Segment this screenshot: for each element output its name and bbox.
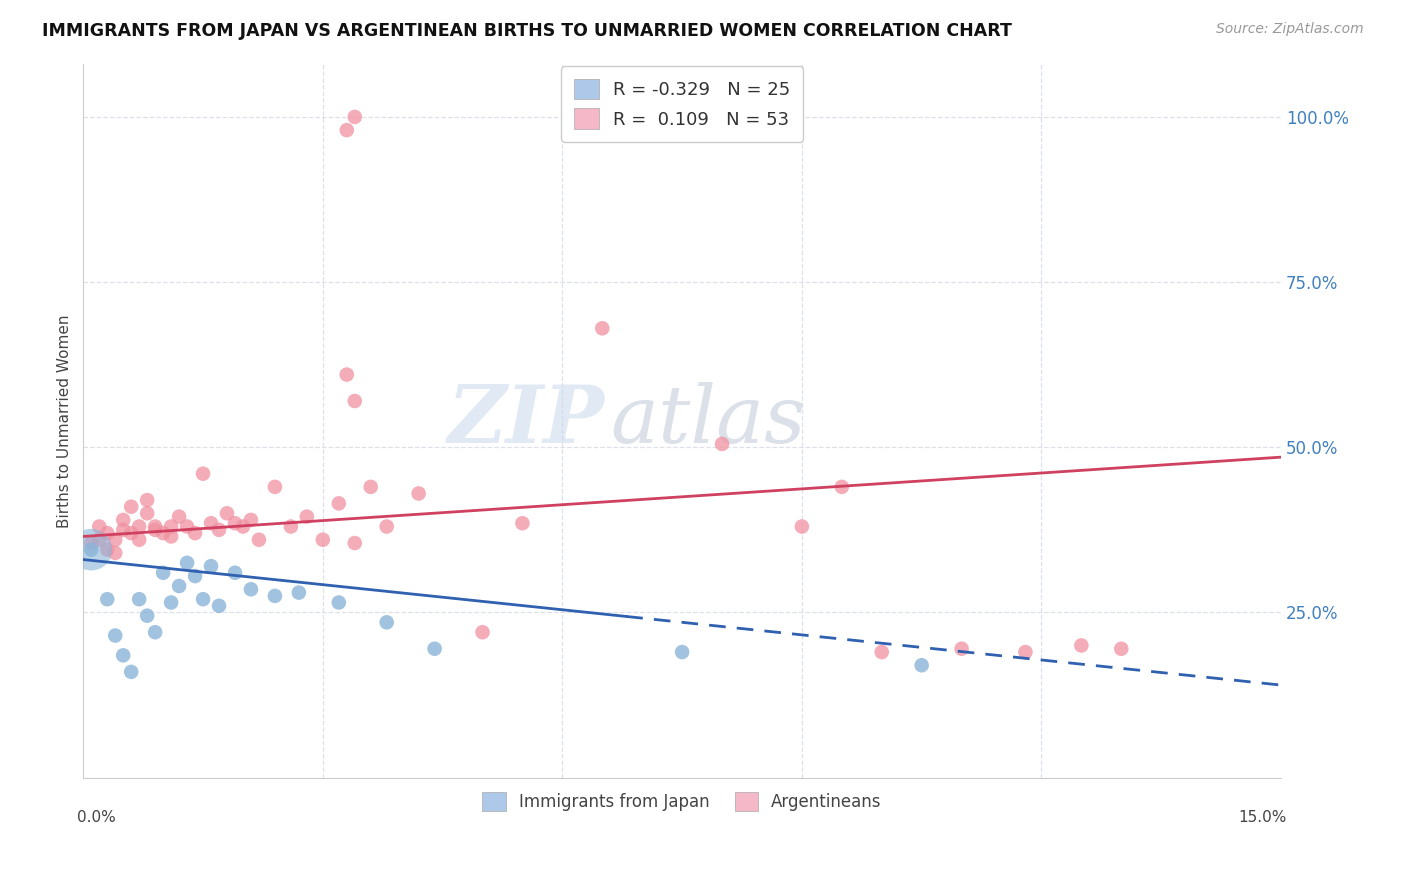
Point: [176, 556, 198, 570]
Y-axis label: Births to Unmarried Women: Births to Unmarried Women: [58, 314, 72, 527]
Point: [328, 496, 350, 510]
Point: [408, 486, 430, 500]
Point: [375, 615, 398, 630]
Point: [224, 566, 246, 580]
Point: [136, 608, 159, 623]
Point: [96, 592, 118, 607]
Text: Source: ZipAtlas.com: Source: ZipAtlas.com: [1216, 22, 1364, 37]
Point: [1014, 645, 1036, 659]
Point: [104, 628, 127, 642]
Point: [191, 467, 214, 481]
Point: [911, 658, 934, 673]
Point: [343, 394, 366, 409]
Point: [264, 589, 287, 603]
Point: [328, 595, 350, 609]
Point: [280, 519, 302, 533]
Point: [143, 523, 166, 537]
Point: [870, 645, 893, 659]
Point: [471, 625, 494, 640]
Point: [232, 519, 254, 533]
Point: [200, 516, 222, 531]
Point: [184, 569, 207, 583]
Point: [288, 585, 311, 599]
Point: [950, 641, 973, 656]
Text: 0.0%: 0.0%: [77, 810, 117, 825]
Point: [176, 519, 198, 533]
Point: [184, 526, 207, 541]
Point: [312, 533, 335, 547]
Point: [375, 519, 398, 533]
Point: [89, 533, 111, 547]
Point: [711, 437, 734, 451]
Point: [360, 480, 382, 494]
Point: [671, 645, 693, 659]
Point: [136, 506, 159, 520]
Point: [591, 321, 613, 335]
Point: [295, 509, 318, 524]
Point: [1109, 641, 1132, 656]
Point: [80, 542, 103, 557]
Point: [336, 123, 359, 137]
Point: [512, 516, 534, 531]
Point: [104, 533, 127, 547]
Point: [208, 599, 231, 613]
Point: [208, 523, 231, 537]
Point: [136, 493, 159, 508]
Point: [167, 579, 190, 593]
Point: [160, 529, 183, 543]
Point: [112, 513, 135, 527]
Point: [96, 542, 118, 557]
Point: [343, 536, 366, 550]
Point: [152, 526, 174, 541]
Point: [423, 641, 446, 656]
Point: [120, 500, 142, 514]
Point: [224, 516, 246, 531]
Text: ZIP: ZIP: [447, 382, 605, 459]
Point: [343, 110, 366, 124]
Point: [160, 519, 183, 533]
Point: [167, 509, 190, 524]
Point: [80, 542, 103, 557]
Point: [336, 368, 359, 382]
Text: 15.0%: 15.0%: [1239, 810, 1286, 825]
Point: [96, 526, 118, 541]
Point: [1070, 639, 1092, 653]
Point: [160, 595, 183, 609]
Point: [112, 523, 135, 537]
Point: [831, 480, 853, 494]
Point: [128, 519, 150, 533]
Point: [790, 519, 813, 533]
Point: [128, 592, 150, 607]
Text: atlas: atlas: [610, 382, 806, 459]
Legend: Immigrants from Japan, Argentineans: Immigrants from Japan, Argentineans: [474, 783, 890, 819]
Text: IMMIGRANTS FROM JAPAN VS ARGENTINEAN BIRTHS TO UNMARRIED WOMEN CORRELATION CHART: IMMIGRANTS FROM JAPAN VS ARGENTINEAN BIR…: [42, 22, 1012, 40]
Point: [128, 533, 150, 547]
Point: [120, 665, 142, 679]
Point: [80, 536, 103, 550]
Point: [239, 513, 262, 527]
Point: [120, 526, 142, 541]
Point: [104, 546, 127, 560]
Point: [191, 592, 214, 607]
Point: [264, 480, 287, 494]
Point: [143, 625, 166, 640]
Point: [143, 519, 166, 533]
Point: [247, 533, 270, 547]
Point: [112, 648, 135, 663]
Point: [89, 519, 111, 533]
Point: [152, 566, 174, 580]
Point: [215, 506, 238, 520]
Point: [239, 582, 262, 597]
Point: [200, 559, 222, 574]
